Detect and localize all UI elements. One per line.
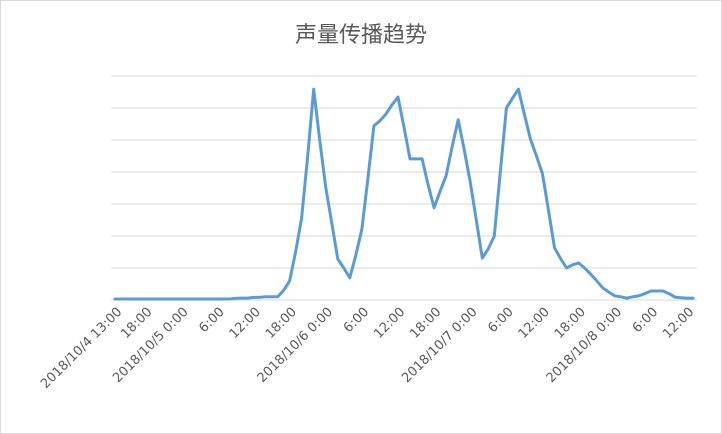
chart-title: 声量传播趋势 [295, 23, 427, 48]
data-line [113, 87, 695, 301]
